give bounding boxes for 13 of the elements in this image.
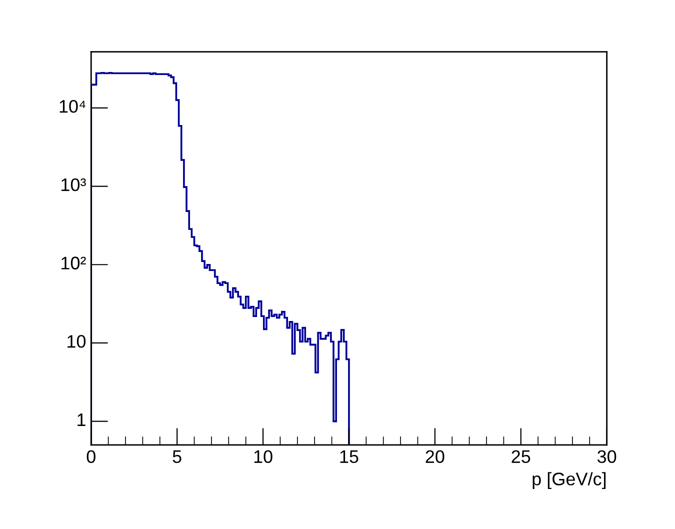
x-tick-label: 25: [512, 450, 530, 464]
y-tick-label: 10⁴: [60, 100, 86, 113]
x-tick-label: 30: [597, 450, 616, 464]
y-tick-label: 10: [68, 335, 86, 348]
y-tick-label: 10³: [62, 178, 86, 192]
x-axis-title: p [GeV/c]: [532, 472, 606, 489]
x-tick-label: 20: [426, 450, 444, 464]
x-tick-label: 15: [340, 450, 358, 464]
y-tick-label: 10²: [62, 256, 86, 270]
x-tick-label: 5: [172, 450, 182, 464]
x-tick-label: 0: [86, 450, 96, 464]
x-tick-label: 10: [254, 450, 272, 464]
y-tick-label: 1: [78, 414, 86, 426]
